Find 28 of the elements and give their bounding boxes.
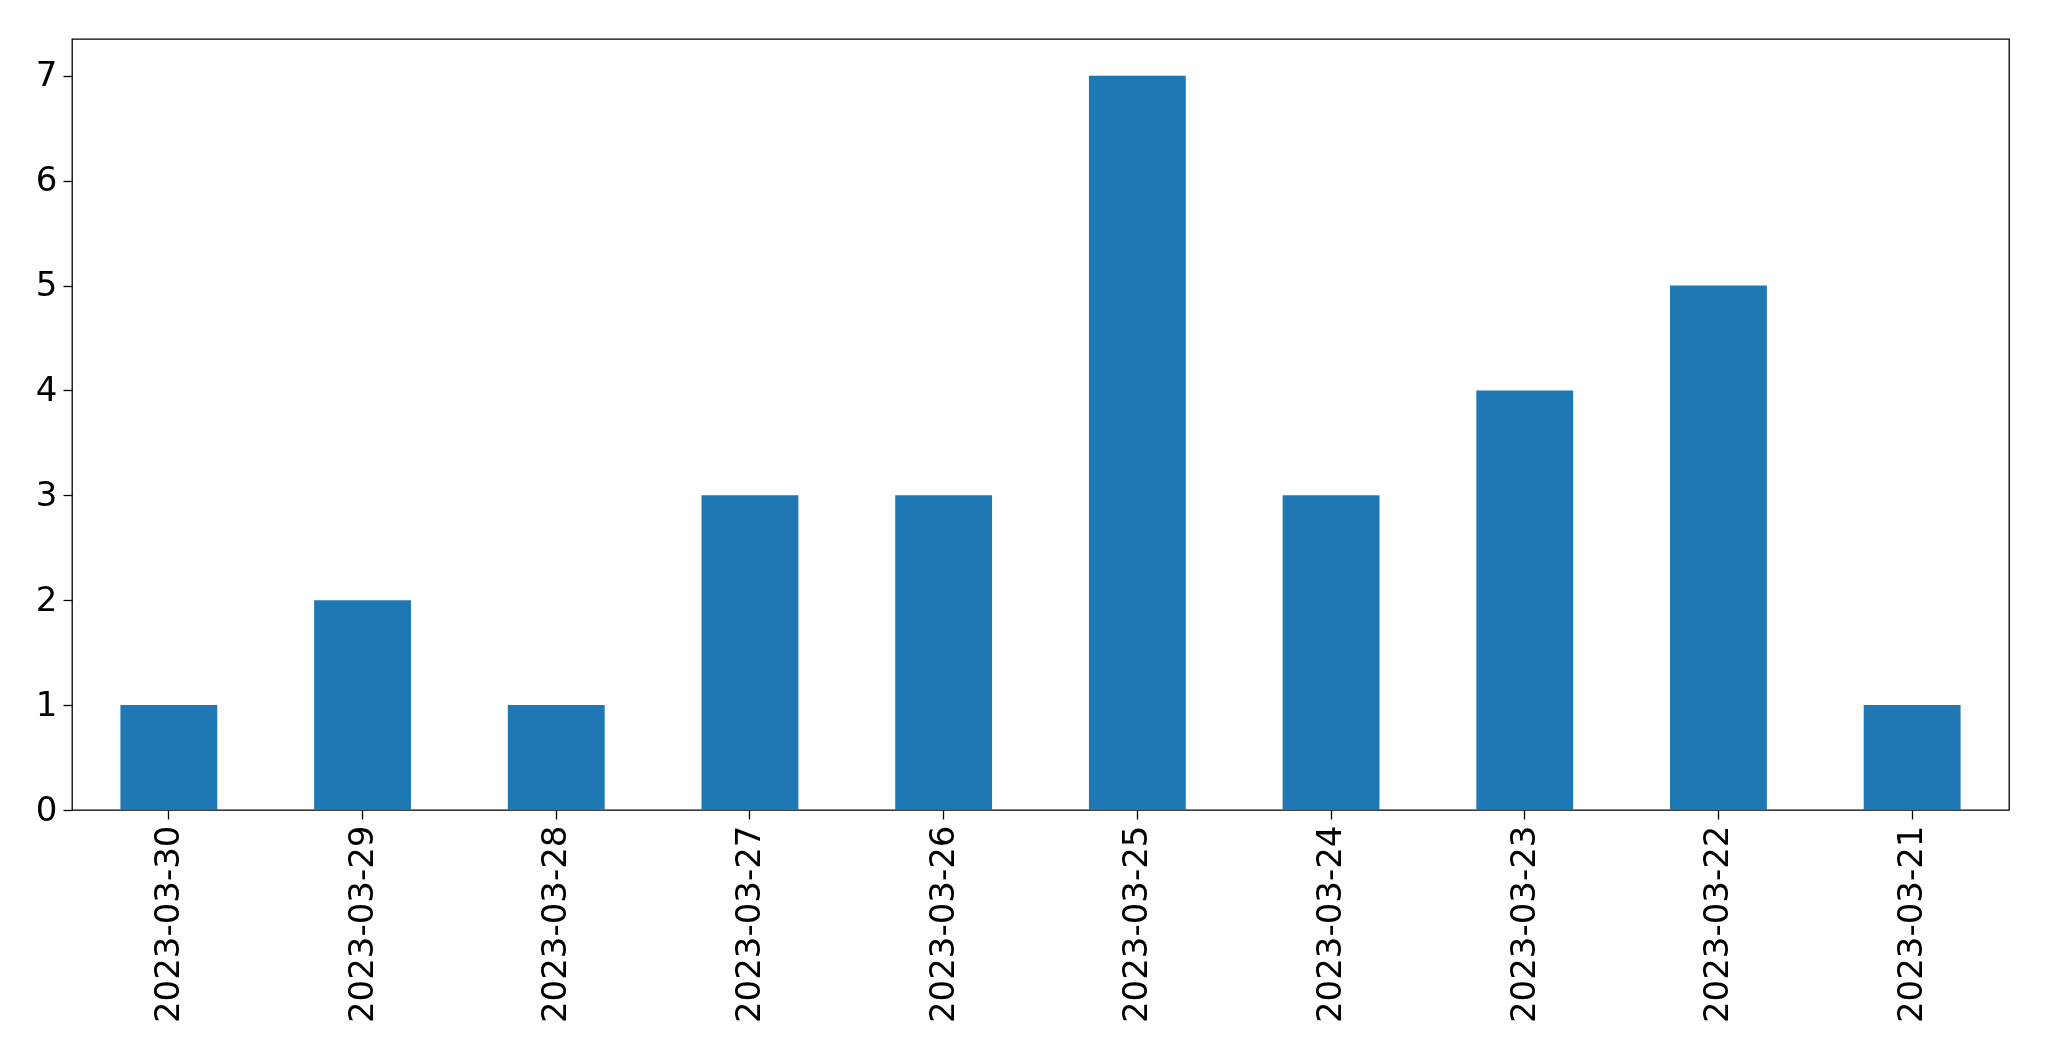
x-tick-label: 2023-03-29 (340, 825, 381, 1024)
bar (314, 600, 411, 810)
x-tick-label: 2023-03-30 (146, 825, 187, 1024)
bar (507, 705, 605, 810)
bar (1282, 495, 1380, 810)
x-tick-label: 2023-03-26 (921, 825, 962, 1024)
bar (1670, 285, 1767, 810)
bar (1863, 705, 1961, 810)
x-tick-label: 2023-03-28 (534, 825, 575, 1024)
bar (895, 495, 993, 810)
bar (1476, 390, 1574, 810)
x-tick-label: 2023-03-23 (1502, 825, 1543, 1024)
x-tick-label: 2023-03-24 (1309, 825, 1350, 1024)
bar (701, 495, 799, 810)
x-tick-label: 2023-03-21 (1890, 825, 1931, 1024)
bar (1088, 75, 1186, 810)
x-tick-label: 2023-03-22 (1696, 825, 1737, 1024)
y-tick-label: 5 (35, 264, 58, 305)
y-tick-label: 7 (35, 54, 58, 95)
x-tick-label: 2023-03-25 (1115, 825, 1156, 1024)
y-tick-label: 1 (35, 683, 58, 724)
y-tick-label: 6 (35, 159, 58, 200)
y-tick-label: 0 (35, 788, 58, 829)
x-tick-label: 2023-03-27 (727, 825, 768, 1024)
y-tick-label: 3 (35, 473, 58, 514)
y-tick-label: 4 (35, 368, 58, 409)
y-tick-label: 2 (35, 578, 58, 619)
bar (120, 705, 218, 810)
